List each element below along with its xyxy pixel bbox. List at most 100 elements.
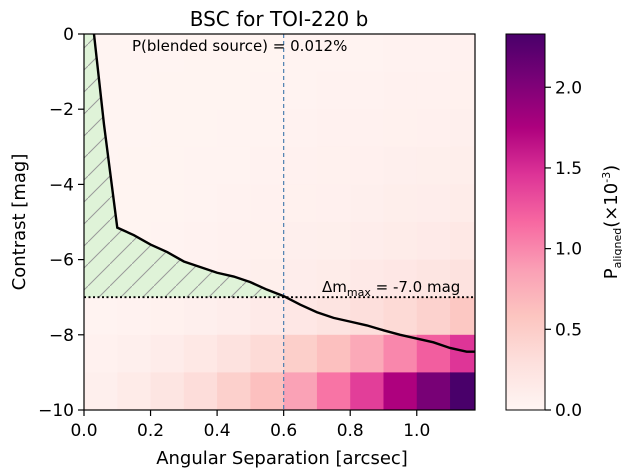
heatmap-cell [283,222,318,261]
heatmap-cell [150,372,185,410]
heatmap-cell [416,109,451,148]
blend-probability-annotation: P(blended source) = 0.012% [132,37,347,55]
heatmap-cell [383,109,418,148]
heatmap-cell [316,184,351,223]
heatmap-cell [84,372,118,410]
heatmap-cell [250,372,285,410]
heatmap-cell [250,34,285,73]
heatmap-cell [183,109,218,148]
colorbar-tick-label: 0.0 [555,401,582,421]
heatmap-cell [383,334,418,373]
heatmap-cell [250,71,285,110]
heatmap-cell [217,109,251,148]
heatmap-cell [217,372,251,410]
y-tick-label: −2 [49,100,74,120]
heatmap-cell [183,297,218,336]
heatmap-cell [150,34,185,73]
heatmap-cell [250,297,285,336]
chart-title: BSC for TOI-220 b [190,7,369,31]
colorbar-label-prefix: P [601,268,622,279]
heatmap-cell [217,71,251,110]
colorbar-tick-label: 1.0 [555,240,582,260]
heatmap-cell [316,222,351,261]
colorbar-label-sub: aligned [611,228,622,269]
heatmap-cell [316,146,351,185]
heatmap-cell [383,71,418,110]
heatmap-cell [416,71,451,110]
heatmap-cell [316,372,351,410]
heatmap-cell [450,334,475,373]
dm-max-prefix: Δm [322,278,347,296]
heatmap-cell [217,146,251,185]
heatmap-cell [416,222,451,261]
heatmap-cell [250,222,285,261]
heatmap-cell [350,146,385,185]
heatmap-cell [316,297,351,336]
dm-max-label: Δmmax = -7.0 mag [322,278,460,299]
heatmap-cell [450,109,475,148]
heatmap-cell [150,71,185,110]
heatmap-cell [183,334,218,373]
heatmap-cell [183,71,218,110]
y-tick-label: −8 [49,326,74,346]
heatmap-cell [283,71,318,110]
heatmap-cell [350,334,385,373]
heatmap-cell [416,34,451,73]
colorbar-label-end: ) [601,165,622,172]
heatmap-cell [383,34,418,73]
heatmap [84,34,475,410]
heatmap-cell [283,334,318,373]
heatmap-cell [250,109,285,148]
dm-max-suffix: = -7.0 mag [371,278,460,296]
colorbar-tick-label: 2.0 [555,78,582,98]
heatmap-cell [350,184,385,223]
heatmap-cell [250,146,285,185]
heatmap-cell [350,259,385,298]
heatmap-cell [450,222,475,261]
heatmap-cell [350,34,385,73]
heatmap-cell [383,146,418,185]
heatmap-cell [416,259,451,298]
heatmap-cell [350,71,385,110]
heatmap-cell [183,372,218,410]
heatmap-cell [316,334,351,373]
excluded-region-hatch [84,34,286,298]
dm-max-sub: max [347,286,371,299]
y-tick-label: −6 [49,251,74,271]
heatmap-cell [150,334,185,373]
plot-frame [83,33,476,411]
colorbar-tick-label: 1.5 [555,159,582,179]
heatmap-cell [350,222,385,261]
heatmap-cell [283,259,318,298]
heatmap-cell [283,372,318,410]
heatmap-cell [117,34,152,73]
heatmap-cell [84,297,118,336]
heatmap-cell [117,109,152,148]
heatmap-cell [450,297,475,336]
colorbar-label-suffix: (×10 [601,183,622,228]
heatmap-cell [84,334,118,373]
heatmap-cell [316,71,351,110]
y-tick-label: 0 [63,25,74,45]
colorbar-label: Paligned(×10-3) [600,165,622,279]
y-tick-label: −10 [38,401,74,421]
heatmap-cell [217,184,251,223]
heatmap-cell [416,297,451,336]
heatmap-cell [316,109,351,148]
heatmap-cell [450,146,475,185]
heatmap-cell [217,334,251,373]
x-tick-label: 0.0 [70,421,97,441]
x-tick-label: 0.6 [270,421,297,441]
heatmap-cell [283,34,318,73]
heatmap-cell [450,184,475,223]
heatmap-cell [183,34,218,73]
heatmap-cell [217,34,251,73]
heatmap-cell [316,34,351,73]
colorbar-axis: 0.0 0.5 1.0 1.5 2.0 [545,78,582,421]
y-axis-label: Contrast [mag] [9,154,30,291]
heatmap-cell [183,184,218,223]
heatmap-cell [150,297,185,336]
heatmap-cell [183,146,218,185]
heatmap-cell [383,184,418,223]
